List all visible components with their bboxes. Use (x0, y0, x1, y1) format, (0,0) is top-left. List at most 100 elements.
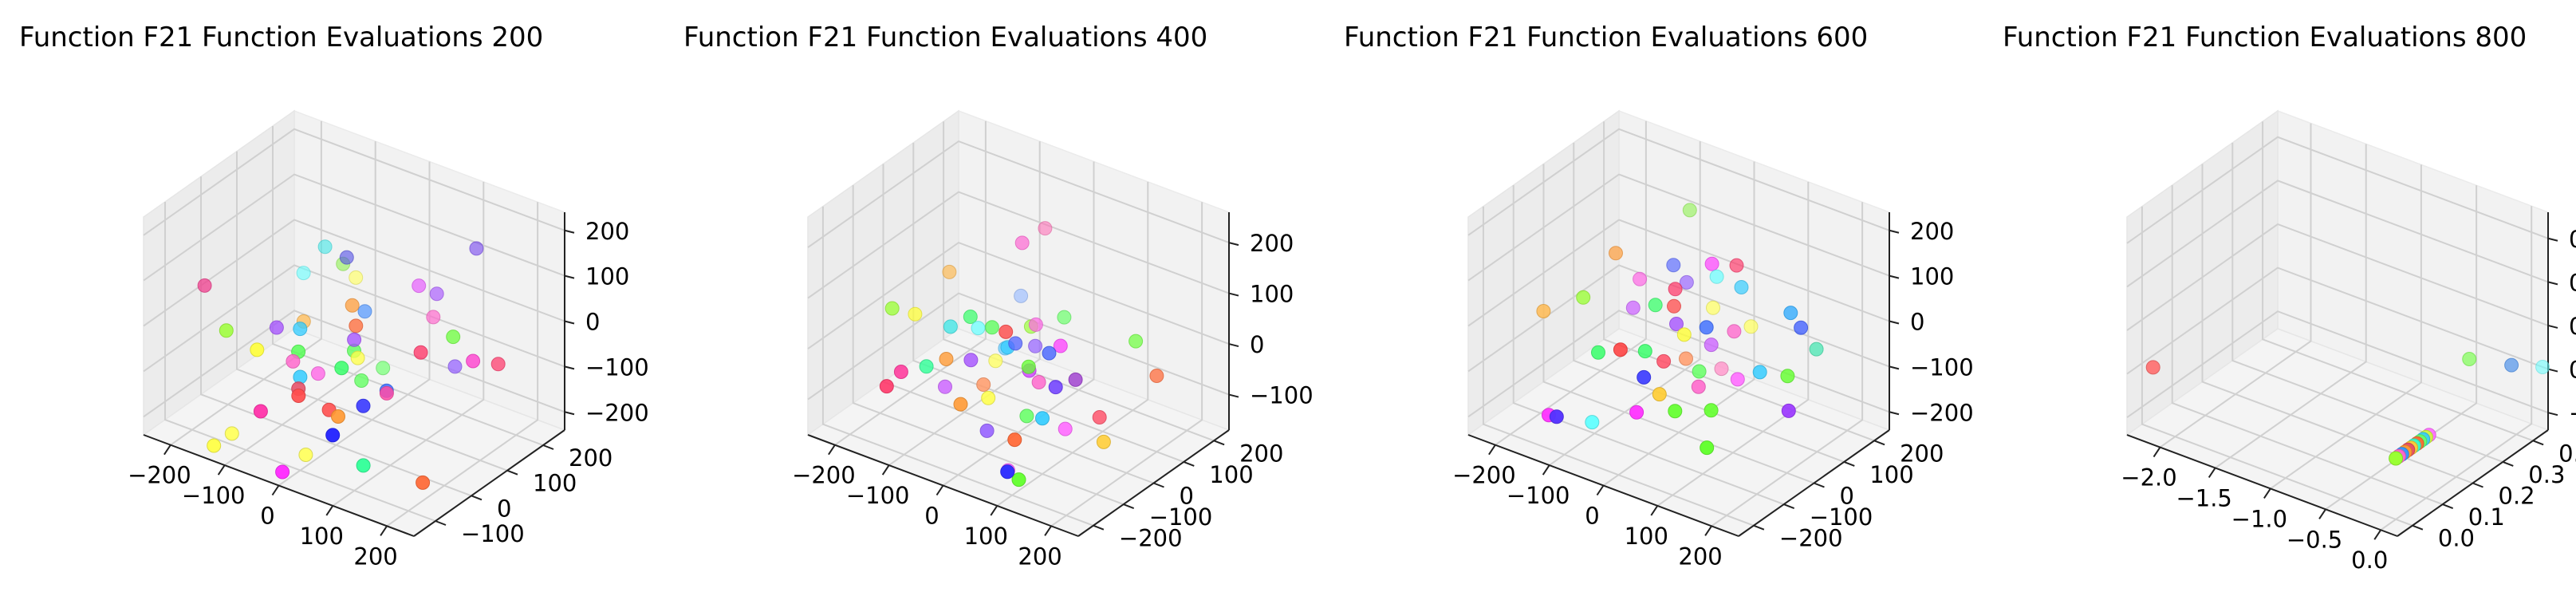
data-point (1704, 403, 1719, 418)
data-point (429, 286, 444, 302)
data-point (963, 310, 978, 324)
z-tick-label: 200 (1250, 230, 1294, 257)
y-tick (1093, 524, 1105, 531)
data-point (1676, 327, 1692, 342)
data-point (446, 330, 461, 345)
data-point (1709, 269, 1724, 284)
data-point (310, 366, 325, 381)
data-point (1014, 288, 1029, 303)
z-tick-label: −100 (585, 353, 649, 381)
z-tick (2547, 412, 2558, 416)
data-point (1652, 387, 1667, 402)
z-tick (1228, 292, 1239, 297)
z-tick-label: 100 (1250, 281, 1294, 308)
z-grid-line (1467, 128, 1890, 236)
y-tick (435, 520, 447, 526)
data-point (1682, 203, 1697, 218)
y-tick (1153, 482, 1164, 488)
data-point (953, 397, 968, 412)
y-tick (1123, 503, 1135, 510)
data-point (219, 323, 234, 338)
data-point (1000, 464, 1015, 480)
z-tick (2547, 324, 2558, 329)
x-tick (1044, 525, 1052, 536)
data-point (1576, 290, 1591, 305)
y-tick (1213, 440, 1225, 446)
x-tick (271, 484, 280, 496)
x-tick (163, 444, 171, 456)
y-grid-line (164, 202, 436, 522)
data-point (2462, 352, 2477, 366)
z-tick (564, 274, 575, 279)
x-grid-line (1656, 181, 1810, 507)
x-grid-line (942, 161, 1095, 487)
y-tick-label: 100 (1209, 461, 1253, 488)
z-tick-label: 100 (1910, 263, 1954, 290)
data-point (286, 353, 301, 369)
data-point (939, 352, 954, 366)
data-point (1007, 432, 1022, 448)
x-grid-line (1050, 202, 1203, 527)
data-point (976, 377, 991, 392)
data-point (1691, 379, 1706, 394)
x-tick-label: −1.0 (2231, 505, 2287, 532)
x-tick (325, 505, 334, 516)
data-point (1700, 440, 1715, 456)
data-point (1752, 365, 1767, 380)
x-tick (217, 464, 226, 476)
x-tick (1488, 444, 1496, 456)
z-tick-label: 0.05 (2569, 313, 2576, 340)
data-point (253, 404, 268, 419)
y-tick-label: −200 (1779, 525, 1843, 552)
x-tick-label: 0 (1585, 503, 1599, 530)
x-grid-line (224, 141, 376, 466)
data-point (1704, 256, 1719, 271)
y-tick-label: 0 (1180, 483, 1194, 510)
data-point (356, 398, 371, 413)
chart-title: Function F21 Function Evaluations 800 (2003, 22, 2527, 53)
data-point (349, 270, 364, 285)
y-grid-line (1512, 185, 1785, 506)
data-point (1667, 298, 1681, 314)
z-tick-label: −100 (1250, 382, 1314, 409)
x-grid-line (996, 181, 1149, 507)
data-point (1613, 342, 1628, 357)
y-grid-line (1542, 164, 1814, 484)
z-grid-line (1467, 173, 1890, 282)
data-point (1092, 410, 1107, 424)
data-point (197, 278, 212, 293)
data-point (971, 321, 986, 336)
y-grid-line (2262, 121, 2534, 442)
data-point (1042, 345, 1057, 361)
x-tick-label: 0 (924, 503, 939, 530)
y-tick (2412, 524, 2424, 531)
z-tick (2547, 368, 2558, 373)
z-tick (564, 229, 575, 234)
data-point (1783, 306, 1798, 321)
z-grid-line (807, 140, 1230, 248)
data-point (879, 379, 894, 394)
x-grid-line (2325, 185, 2478, 511)
data-point (1730, 372, 1745, 387)
data-point (1019, 409, 1034, 424)
x-tick-label: 200 (1678, 543, 1722, 570)
data-point (296, 266, 311, 281)
data-point (250, 342, 265, 357)
x-tick-label: −200 (1452, 462, 1516, 489)
data-point (1669, 317, 1684, 331)
x-tick (2263, 488, 2271, 499)
y-tick-label: 0.2 (2499, 483, 2535, 510)
data-point (1128, 334, 1144, 349)
z-tick-label: 0 (1910, 309, 1924, 336)
y-tick-label: 200 (1239, 440, 1283, 467)
z-grid-line (807, 191, 1230, 299)
data-point (376, 361, 391, 376)
data-point (2535, 360, 2550, 374)
z-tick-label: 0.10 (2569, 269, 2576, 296)
x-grid-line (2159, 123, 2312, 448)
x-grid-line (888, 141, 1041, 466)
data-point (1014, 235, 1030, 251)
data-point (412, 278, 427, 294)
y-grid-line (1573, 142, 1845, 463)
